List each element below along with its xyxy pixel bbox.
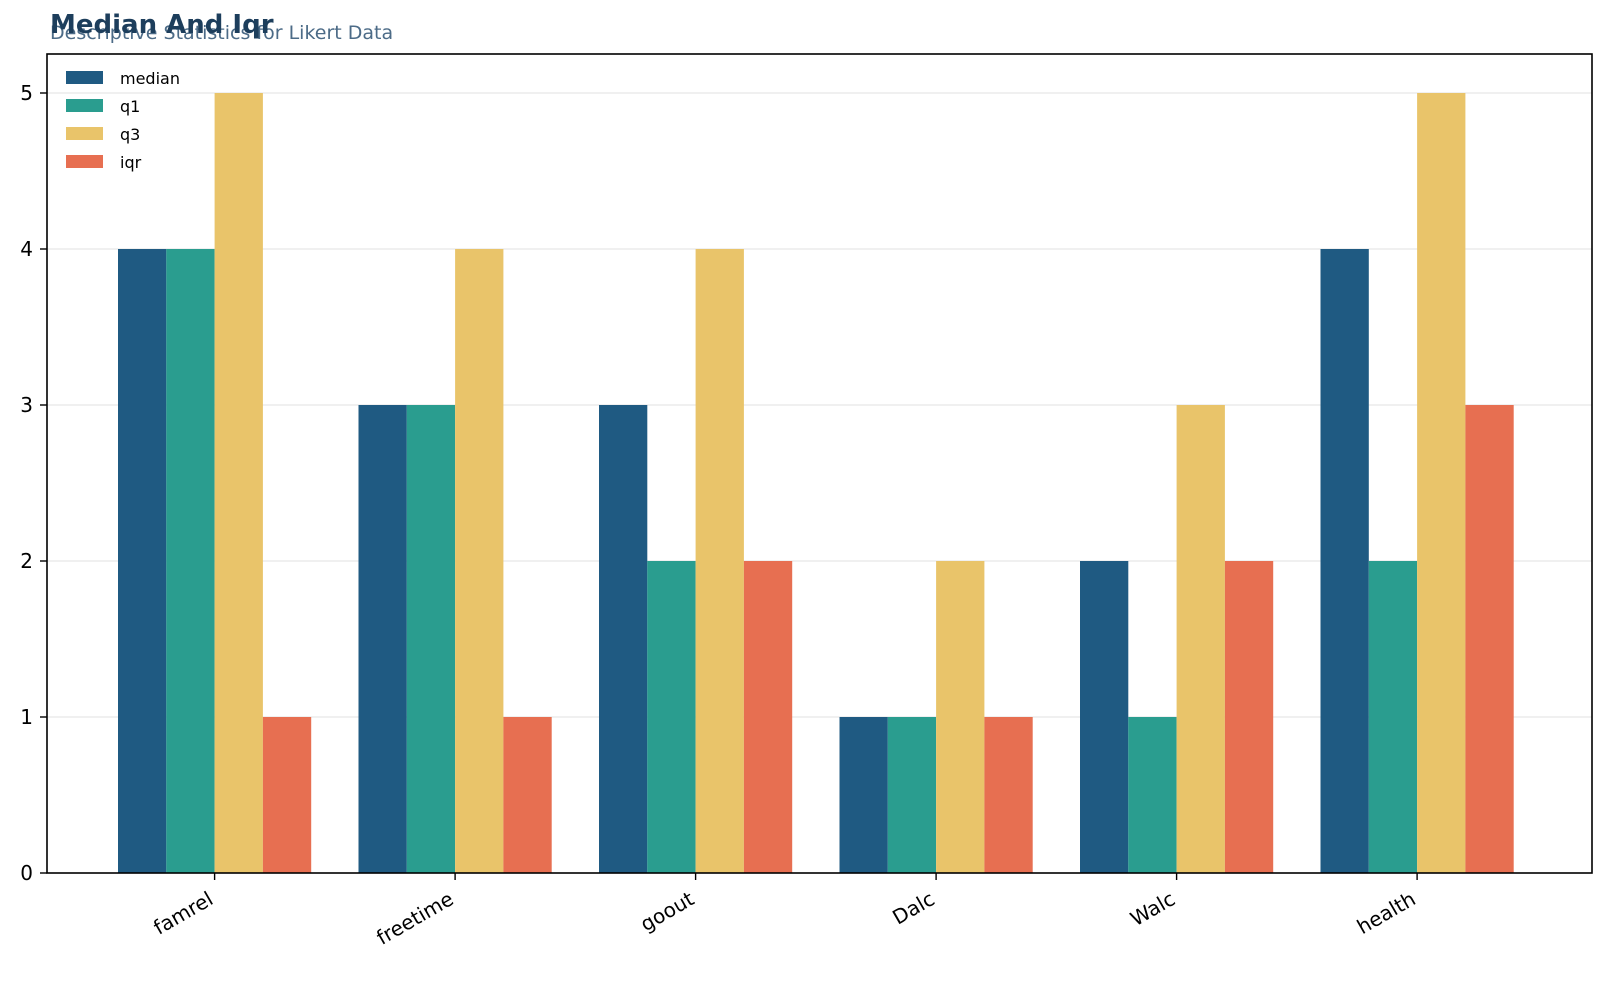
legend-label-median: median bbox=[120, 69, 180, 88]
bar-iqr-Dalc bbox=[984, 717, 1033, 873]
bar-median-Walc bbox=[1080, 561, 1129, 873]
bar-iqr-famrel bbox=[262, 717, 312, 873]
y-tick-label: 0 bbox=[20, 861, 33, 885]
bar-q3-Dalc bbox=[936, 561, 985, 873]
bar-iqr-health bbox=[1465, 405, 1514, 873]
legend-swatch-median bbox=[66, 71, 103, 84]
chart-subtitle: Descriptive Statistics for Likert Data bbox=[50, 22, 394, 44]
y-tick-label: 3 bbox=[20, 393, 33, 417]
bar-median-health bbox=[1320, 249, 1369, 873]
bar-q3-goout bbox=[695, 249, 744, 873]
legend-label-q3: q3 bbox=[120, 125, 140, 144]
bar-q3-health bbox=[1417, 93, 1466, 873]
y-tick-label: 4 bbox=[20, 237, 33, 261]
bar-iqr-goout bbox=[743, 561, 793, 873]
bar-q3-freetime bbox=[455, 249, 504, 873]
bar-iqr-freetime bbox=[503, 717, 552, 873]
x-tick-label: health bbox=[1353, 887, 1420, 939]
bar-median-famrel bbox=[118, 249, 167, 873]
chart-title: Median And Iqr bbox=[50, 10, 274, 40]
x-tick-label: goout bbox=[636, 886, 698, 936]
legend-swatch-iqr bbox=[66, 155, 103, 168]
bars bbox=[118, 93, 1514, 873]
bar-q1-Walc bbox=[1128, 717, 1177, 873]
bar-q1-famrel bbox=[166, 249, 215, 873]
bar-iqr-Walc bbox=[1224, 561, 1274, 873]
legend-swatch-q1 bbox=[66, 99, 103, 112]
bar-q3-Walc bbox=[1176, 405, 1225, 873]
legend-label-iqr: iqr bbox=[120, 153, 142, 172]
bar-q1-Dalc bbox=[887, 717, 937, 873]
y-tick-label: 1 bbox=[20, 705, 33, 729]
bar-median-goout bbox=[599, 405, 648, 873]
legend-label-q1: q1 bbox=[120, 97, 140, 116]
bar-q1-freetime bbox=[406, 405, 456, 873]
bar-median-Dalc bbox=[839, 717, 888, 873]
bar-median-freetime bbox=[358, 405, 407, 873]
x-tick-label: Dalc bbox=[888, 887, 938, 930]
y-axis: 0 1 2 3 4 5 bbox=[20, 81, 47, 885]
y-tick-label: 2 bbox=[20, 549, 33, 573]
bar-q1-goout bbox=[647, 561, 696, 873]
bar-q3-famrel bbox=[214, 93, 263, 873]
legend: median q1 q3 iqr bbox=[66, 69, 180, 172]
plot-frame bbox=[46, 53, 1593, 874]
x-axis: famrel freetime goout Dalc Walc health bbox=[149, 873, 1420, 950]
y-tick-label: 5 bbox=[20, 81, 33, 105]
x-tick-label: Walc bbox=[1126, 887, 1179, 931]
bar-q1-health bbox=[1368, 561, 1418, 873]
x-tick-label: freetime bbox=[372, 887, 457, 950]
x-tick-label: famrel bbox=[149, 887, 217, 940]
legend-swatch-q3 bbox=[66, 127, 103, 140]
